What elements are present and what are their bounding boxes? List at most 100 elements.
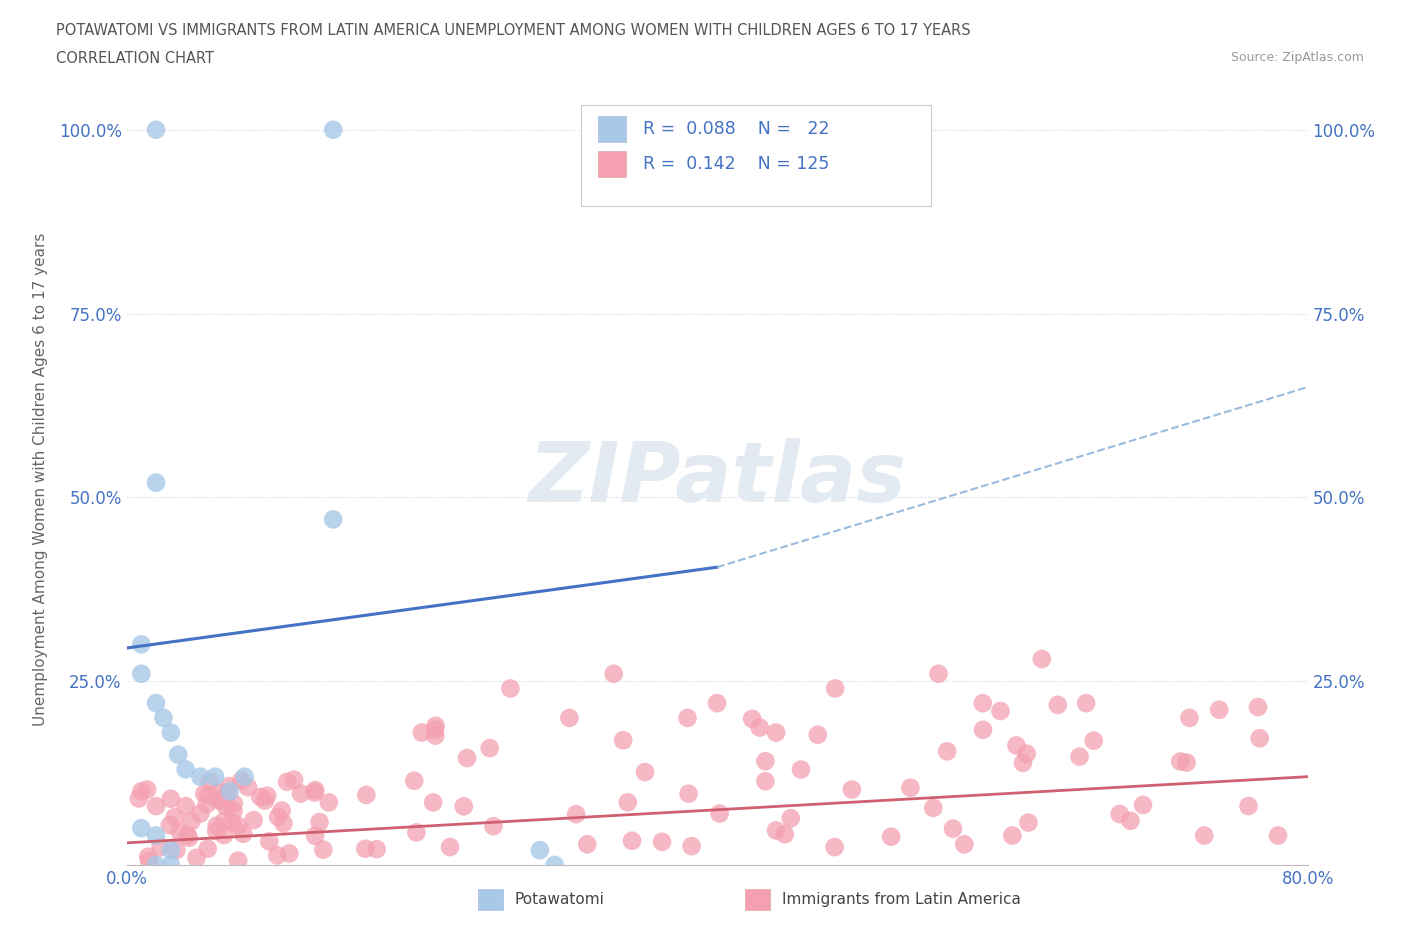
Point xyxy=(236,779,259,794)
Point xyxy=(159,817,181,832)
Point xyxy=(145,857,167,872)
Point xyxy=(226,818,249,833)
Point xyxy=(253,793,276,808)
Point xyxy=(1175,755,1198,770)
Point xyxy=(1031,652,1053,667)
Point xyxy=(706,696,728,711)
Y-axis label: Unemployment Among Women with Children Ages 6 to 17 years: Unemployment Among Women with Children A… xyxy=(32,232,48,725)
Point xyxy=(283,772,305,787)
Point xyxy=(218,778,240,793)
Point xyxy=(953,837,976,852)
Point xyxy=(318,795,340,810)
Point xyxy=(543,857,565,872)
Text: Immigrants from Latin America: Immigrants from Latin America xyxy=(782,892,1021,907)
Point xyxy=(1178,711,1201,725)
Point xyxy=(453,799,475,814)
Point xyxy=(354,842,377,857)
Point xyxy=(180,814,202,829)
Point xyxy=(439,840,461,855)
Point xyxy=(160,791,183,806)
Text: POTAWATOMI VS IMMIGRANTS FROM LATIN AMERICA UNEMPLOYMENT AMONG WOMEN WITH CHILDR: POTAWATOMI VS IMMIGRANTS FROM LATIN AMER… xyxy=(56,23,972,38)
Point xyxy=(160,843,183,857)
Point xyxy=(176,828,198,843)
Point xyxy=(1208,702,1230,717)
Point xyxy=(1132,798,1154,813)
Point xyxy=(212,814,235,829)
Text: R =  0.142    N = 125: R = 0.142 N = 125 xyxy=(643,154,830,173)
Point xyxy=(880,830,903,844)
Point xyxy=(681,839,703,854)
Point xyxy=(177,830,200,845)
Point xyxy=(209,794,232,809)
Point xyxy=(558,711,581,725)
Point xyxy=(214,798,236,813)
Point xyxy=(1267,828,1289,843)
Point xyxy=(1192,828,1215,843)
Point xyxy=(197,788,219,803)
Point xyxy=(565,807,588,822)
Point xyxy=(145,828,167,843)
Point xyxy=(193,787,215,802)
Point xyxy=(741,711,763,726)
Point xyxy=(204,769,226,784)
Point xyxy=(207,792,229,807)
Point xyxy=(765,725,787,740)
Text: CORRELATION CHART: CORRELATION CHART xyxy=(56,51,214,66)
Point xyxy=(529,843,551,857)
Point xyxy=(1168,754,1191,769)
Point xyxy=(278,846,301,861)
Point xyxy=(188,769,212,784)
Point xyxy=(678,786,700,801)
Point xyxy=(972,696,994,711)
Point xyxy=(304,785,326,800)
Point xyxy=(928,666,950,681)
Point xyxy=(129,820,153,835)
Point xyxy=(160,857,183,872)
Point xyxy=(167,747,190,762)
Point xyxy=(1017,815,1039,830)
Point xyxy=(169,825,191,840)
Point xyxy=(198,774,221,789)
Point xyxy=(990,704,1012,719)
Point xyxy=(1076,696,1098,711)
Point xyxy=(676,711,699,725)
Point xyxy=(411,725,433,740)
Point xyxy=(366,842,388,857)
Text: ZIPatlas: ZIPatlas xyxy=(529,438,905,520)
Point xyxy=(482,818,505,833)
Point xyxy=(1012,755,1035,770)
Point xyxy=(129,666,153,681)
Point xyxy=(136,849,159,864)
Point xyxy=(270,804,292,818)
Point xyxy=(754,753,776,768)
Point xyxy=(499,681,522,696)
Point xyxy=(231,773,253,788)
Point xyxy=(136,782,159,797)
Point xyxy=(824,840,846,855)
Point xyxy=(160,725,183,740)
Point xyxy=(634,764,657,779)
Point xyxy=(425,718,447,733)
Text: Source: ZipAtlas.com: Source: ZipAtlas.com xyxy=(1230,51,1364,64)
Point xyxy=(205,818,228,833)
Point xyxy=(1001,828,1024,843)
Point xyxy=(824,681,846,696)
Point xyxy=(1237,799,1260,814)
Point xyxy=(232,827,254,842)
Point xyxy=(226,853,249,868)
Point xyxy=(222,804,245,818)
Point xyxy=(222,796,245,811)
Point xyxy=(1015,746,1038,761)
Point xyxy=(256,789,278,804)
Point xyxy=(1249,731,1271,746)
Point xyxy=(790,762,813,777)
Point xyxy=(249,790,271,804)
Point xyxy=(219,784,242,799)
Point xyxy=(322,123,344,138)
Point xyxy=(748,720,770,735)
Point xyxy=(174,799,197,814)
Point xyxy=(709,806,731,821)
Text: Potawatomi: Potawatomi xyxy=(515,892,605,907)
Point xyxy=(922,801,945,816)
Point xyxy=(304,783,326,798)
